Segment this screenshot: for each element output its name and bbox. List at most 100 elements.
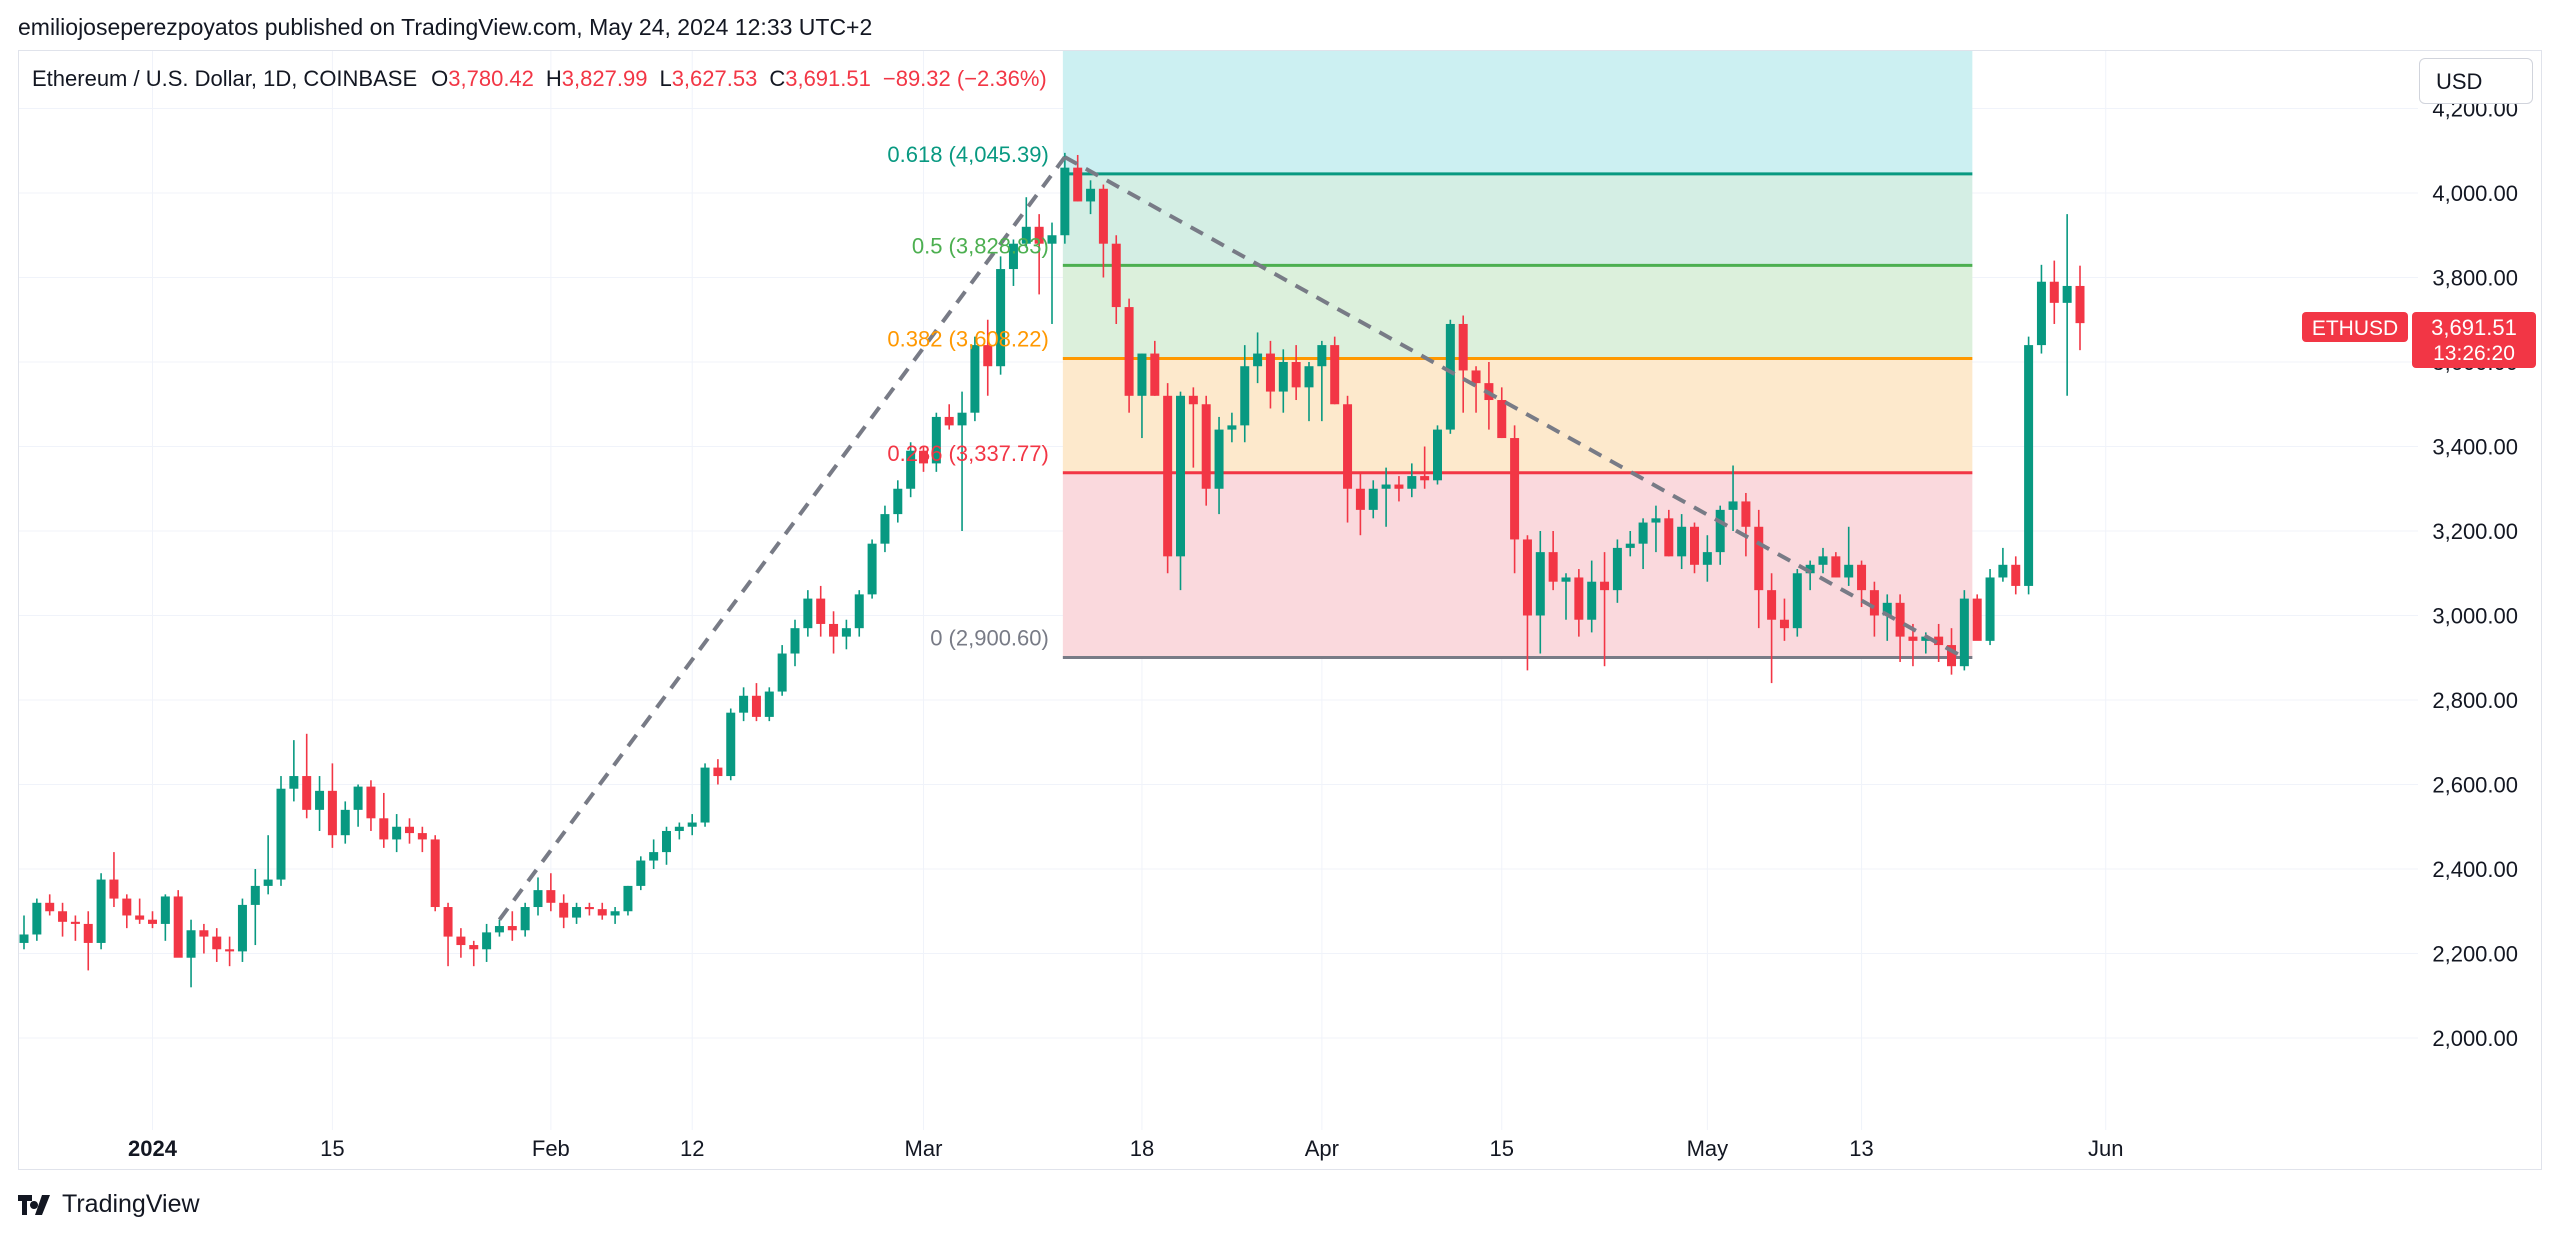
dashed-trendline [497,155,1067,921]
fib-level-label: 0 (2,900.60) [930,625,1049,650]
tradingview-logo-icon [18,1194,50,1215]
candle-body [1625,543,1635,548]
fib-retracement[interactable] [1062,24,1973,659]
candle-body [2075,285,2085,324]
candle-body [1137,353,1147,396]
candle-body [919,450,928,464]
candle-body [1343,404,1353,489]
price-tick-label: 3,800.00 [2432,266,2518,291]
candle-body [469,945,479,950]
candle-body [931,416,941,464]
candle-body [109,879,119,899]
candle-body [96,879,106,943]
candle-body [212,936,222,950]
price-axis[interactable]: 4,200.004,000.003,800.003,600.003,400.00… [2432,97,2518,1052]
price-tick-label: 2,200.00 [2432,942,2518,967]
candle-body [1433,429,1442,481]
candle-body [687,822,697,827]
symbol-tag-text: ETHUSD [2312,317,2398,340]
candle-body [315,790,325,810]
candle-body [1381,484,1391,489]
candle-body [122,898,132,916]
candle-body [829,623,839,637]
last-price-tag: ETHUSD 3,691.51 13:26:20 [2302,312,2536,368]
candle-body [186,930,196,958]
candle-body [392,826,402,840]
candle-body [1394,484,1404,489]
candle-body [1471,370,1481,384]
candle-body [148,919,157,924]
candle-body [1111,243,1121,308]
time-tick-label: Apr [1305,1136,1339,1161]
trendlines[interactable] [497,155,1966,921]
price-tick-label: 2,800.00 [2432,688,2518,713]
candle-body [623,885,633,912]
candle-body [1779,619,1789,629]
candle-body [1265,353,1275,392]
price-tick-label: 2,600.00 [2432,773,2518,798]
candle-body [1728,501,1738,510]
candle-body [482,932,492,950]
candle-body [1869,590,1879,616]
candle-body [533,890,543,908]
time-axis[interactable]: 2024 15 Feb 12 Mar 18 Apr 15 May 13 Jun [128,1136,2123,1161]
dashed-trendline [1063,155,1966,660]
fib-zone [1062,265,1973,359]
brand-name: TradingView [62,1190,200,1218]
candle-body [1702,552,1712,565]
candle-body [1278,362,1288,392]
time-tick-label: Feb [532,1136,570,1161]
candle-body [841,628,851,637]
candle-body [1073,167,1083,202]
candle-body [584,907,594,910]
price-tick-label: 2,000.00 [2432,1026,2518,1051]
candle-body [1741,501,1751,527]
candle-body [173,896,183,958]
candle-body [379,818,389,840]
price-tick-label: 3,000.00 [2432,604,2518,629]
price-tag-value: 3,691.51 [2431,315,2517,340]
candle-body [816,598,826,624]
price-tag-bg [2412,312,2536,368]
candle-body [1163,395,1173,557]
candle-body [237,904,247,952]
candle-body [1972,598,1982,641]
candle-body [1240,366,1250,426]
candle-body [1612,547,1622,591]
price-tick-label: 3,400.00 [2432,435,2518,460]
fib-labels: 0.618 (4,045.39) 0.5 (3,828.83) 0.382 (3,6… [887,142,1048,651]
fib-level-label: 0.382 (3,608.22) [887,327,1048,352]
candle-body [353,786,363,810]
candle-body [1535,552,1545,616]
candle-body [1458,323,1468,371]
currency-button[interactable]: USD [2419,58,2533,104]
candle-body [225,949,235,952]
chart-frame [18,50,2542,1170]
time-tick-label: 2024 [128,1136,178,1161]
low-value: 3,627.53 [671,66,758,91]
tradingview-brand[interactable]: TradingView [18,1190,200,1219]
candle-body [1420,476,1430,481]
candle-body [2036,281,2046,346]
candle-body [1792,573,1802,629]
candle-body [494,926,504,933]
candle-body [430,839,440,908]
candle-body [1317,345,1327,367]
close-label: C [769,66,786,91]
time-tick-label: Mar [905,1136,943,1161]
candle-body [1124,307,1134,396]
time-tick-label: 12 [680,1136,704,1161]
open-label: O [431,66,449,91]
candle-body [507,926,517,931]
candle-body [1934,636,1944,646]
candle-body [559,902,569,918]
candle-body [1921,636,1931,641]
symbol-title[interactable]: Ethereum / U.S. Dollar, 1D, COINBASE [32,66,418,91]
candle-body [1947,645,1956,667]
time-tick-label: 13 [1849,1136,1873,1161]
fib-zone [1062,51,1973,174]
candle-body [2049,281,2059,303]
candle-body [1844,564,1854,578]
candle-body [1715,509,1725,553]
